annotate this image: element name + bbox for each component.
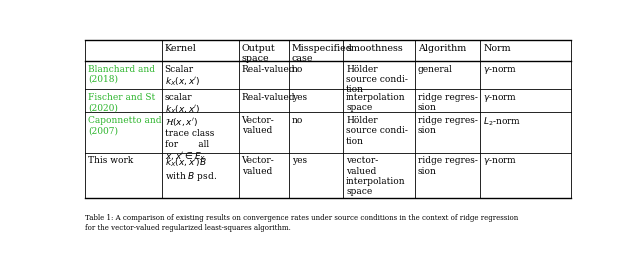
Text: $\mathcal{H}(x,x')$
trace class
for       all
$x, x' \in E_X$: $\mathcal{H}(x,x')$ trace class for all … xyxy=(164,116,214,163)
Text: no: no xyxy=(292,116,303,125)
Text: Scalar
$k_X(x, x')$: Scalar $k_X(x, x')$ xyxy=(164,64,200,88)
Text: Misspecified
case: Misspecified case xyxy=(292,44,353,63)
Text: Hölder
source condi-
tion: Hölder source condi- tion xyxy=(346,116,408,146)
Text: Vector-
valued: Vector- valued xyxy=(241,156,275,176)
Text: yes: yes xyxy=(292,156,307,165)
Text: Kernel: Kernel xyxy=(164,44,196,53)
Text: no: no xyxy=(292,64,303,74)
Text: This work: This work xyxy=(88,156,133,165)
Text: Real-valued: Real-valued xyxy=(241,93,295,102)
Text: Fischer and St
(2020): Fischer and St (2020) xyxy=(88,93,155,112)
Text: Caponnetto and
(2007): Caponnetto and (2007) xyxy=(88,116,161,135)
Text: $k_X(x, x')B$
with $B$ psd.: $k_X(x, x')B$ with $B$ psd. xyxy=(164,156,217,184)
Text: $\gamma$-norm: $\gamma$-norm xyxy=(483,93,517,104)
Text: interpolation
space: interpolation space xyxy=(346,93,406,112)
Text: Table 1: A comparison of existing results on convergence rates under source cond: Table 1: A comparison of existing result… xyxy=(85,214,518,232)
Text: yes: yes xyxy=(292,93,307,102)
Text: $L_2$-norm: $L_2$-norm xyxy=(483,116,522,128)
Text: Algorithm: Algorithm xyxy=(418,44,466,53)
Text: $\gamma$-norm: $\gamma$-norm xyxy=(483,156,517,167)
Text: vector-
valued
interpolation
space: vector- valued interpolation space xyxy=(346,156,406,196)
Text: ridge regres-
sion: ridge regres- sion xyxy=(418,93,478,112)
Text: Norm: Norm xyxy=(483,44,511,53)
Text: ridge regres-
sion: ridge regres- sion xyxy=(418,156,478,176)
Text: Output
space: Output space xyxy=(241,44,275,63)
Text: Hölder
source condi-
tion: Hölder source condi- tion xyxy=(346,64,408,94)
Text: Vector-
valued: Vector- valued xyxy=(241,116,275,135)
Text: $\gamma$-norm: $\gamma$-norm xyxy=(483,64,517,76)
Text: ridge regres-
sion: ridge regres- sion xyxy=(418,116,478,135)
Text: Blanchard and
(2018): Blanchard and (2018) xyxy=(88,64,155,84)
Text: Real-valued: Real-valued xyxy=(241,64,295,74)
Text: scalar
$k_X(x, x')$: scalar $k_X(x, x')$ xyxy=(164,93,200,116)
Text: general: general xyxy=(418,64,453,74)
Text: smoothness: smoothness xyxy=(346,44,403,53)
